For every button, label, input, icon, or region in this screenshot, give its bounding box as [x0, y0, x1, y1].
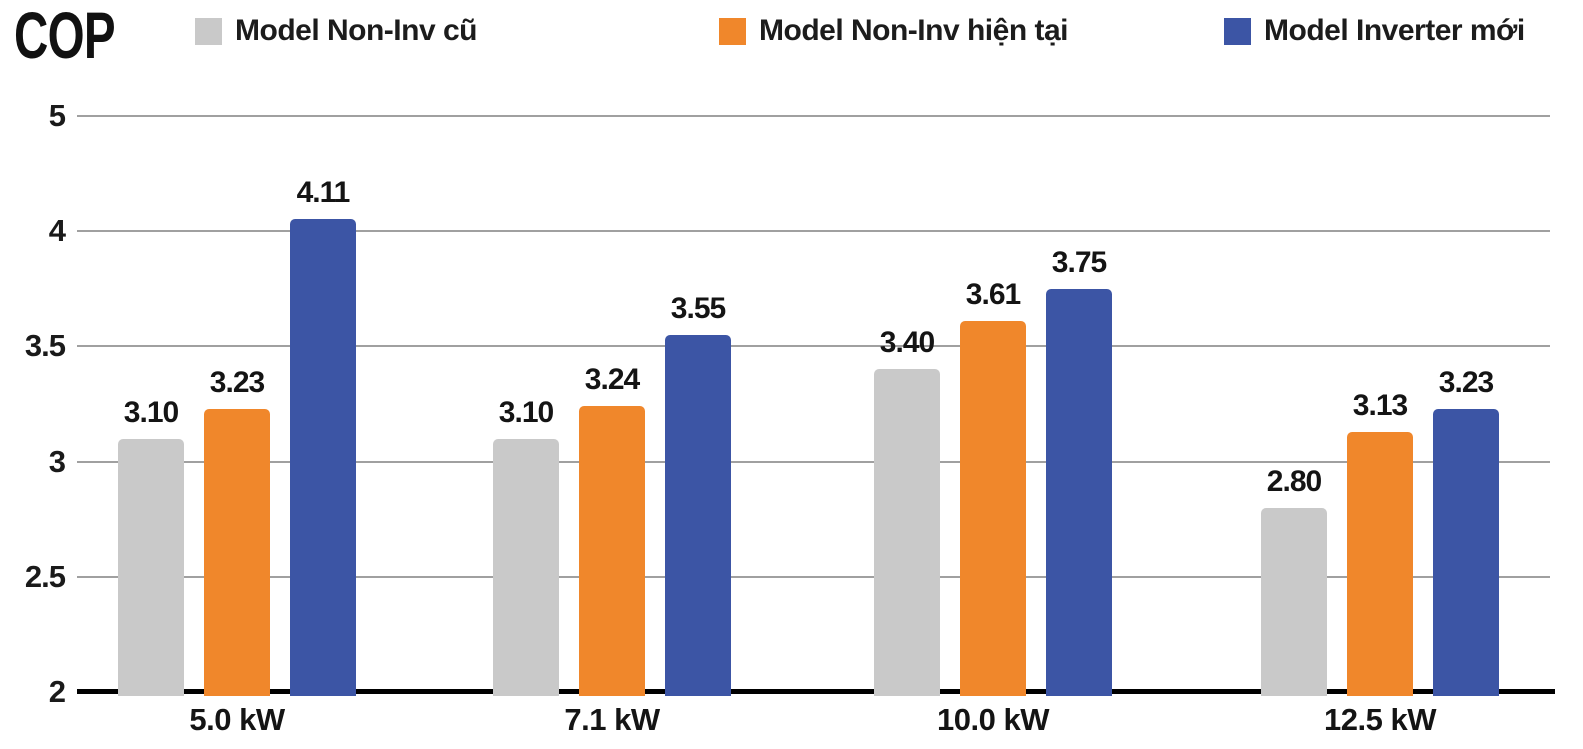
- x-axis-baseline: [77, 689, 1555, 694]
- legend-item-non-inv-current: Model Non-Inv hiện tại: [719, 14, 1069, 48]
- bar-7.1kW-series2: [665, 334, 731, 696]
- legend: Model Non-Inv cũ Model Non-Inv hiện tại …: [0, 0, 1583, 60]
- y-tick-label: 2: [48, 674, 66, 709]
- legend-label: Model Non-Inv hiện tại: [759, 14, 1069, 47]
- bar-10.0kW-series0: [874, 369, 940, 696]
- bar-value-label: 3.75: [1051, 245, 1107, 279]
- legend-swatch-gray: [195, 17, 222, 45]
- x-category-label: 12.5 kW: [1324, 702, 1436, 737]
- bar-10.0kW-series2: [1046, 288, 1112, 696]
- legend-label: Model Non-Inv cũ: [235, 14, 478, 47]
- gridline-2.5: [77, 575, 1550, 578]
- bar-12.5kW-series1: [1347, 431, 1413, 696]
- y-tick-label: 3.5: [24, 328, 66, 364]
- gridline-4: [77, 230, 1550, 233]
- gridline-3: [77, 460, 1550, 463]
- x-category-label: 10.0 kW: [937, 702, 1049, 737]
- bar-value-label: 2.80: [1266, 464, 1322, 498]
- bar-value-label: 3.23: [209, 365, 265, 399]
- bar-value-label: 3.24: [584, 363, 640, 397]
- bar-value-label: 3.10: [123, 395, 179, 429]
- bar-value-label: 3.55: [670, 291, 726, 325]
- bar-value-label: 3.23: [1438, 365, 1494, 399]
- gridline-5: [77, 115, 1550, 117]
- legend-swatch-blue: [1224, 17, 1251, 45]
- y-tick-label: 3: [48, 443, 66, 479]
- chart-title: COP: [14, 0, 116, 72]
- bar-7.1kW-series1: [579, 406, 645, 696]
- bar-value-label: 3.40: [879, 326, 935, 360]
- bar-7.1kW-series0: [493, 438, 559, 696]
- bar-5.0kW-series0: [118, 438, 184, 696]
- x-category-label: 5.0 kW: [189, 702, 285, 737]
- legend-swatch-orange: [719, 17, 746, 45]
- bar-12.5kW-series0: [1261, 507, 1327, 696]
- bar-12.5kW-series2: [1433, 408, 1499, 696]
- bar-value-label: 3.13: [1352, 388, 1408, 422]
- legend-label: Model Inverter mới: [1264, 14, 1525, 47]
- x-category-label: 7.1 kW: [564, 702, 660, 737]
- legend-item-inverter-new: Model Inverter mới: [1224, 14, 1525, 48]
- y-tick-label: 5: [48, 98, 66, 133]
- bar-value-label: 4.11: [296, 175, 351, 209]
- bar-10.0kW-series1: [960, 321, 1026, 696]
- bar-5.0kW-series2: [290, 218, 356, 696]
- y-tick-label: 4: [48, 213, 66, 249]
- gridline-3.5: [77, 345, 1550, 348]
- legend-item-non-inv-old: Model Non-Inv cũ: [195, 14, 478, 48]
- y-tick-label: 2.5: [24, 558, 66, 594]
- bar-value-label: 3.61: [965, 278, 1021, 312]
- bar-5.0kW-series1: [204, 408, 270, 696]
- bar-value-label: 3.10: [498, 395, 554, 429]
